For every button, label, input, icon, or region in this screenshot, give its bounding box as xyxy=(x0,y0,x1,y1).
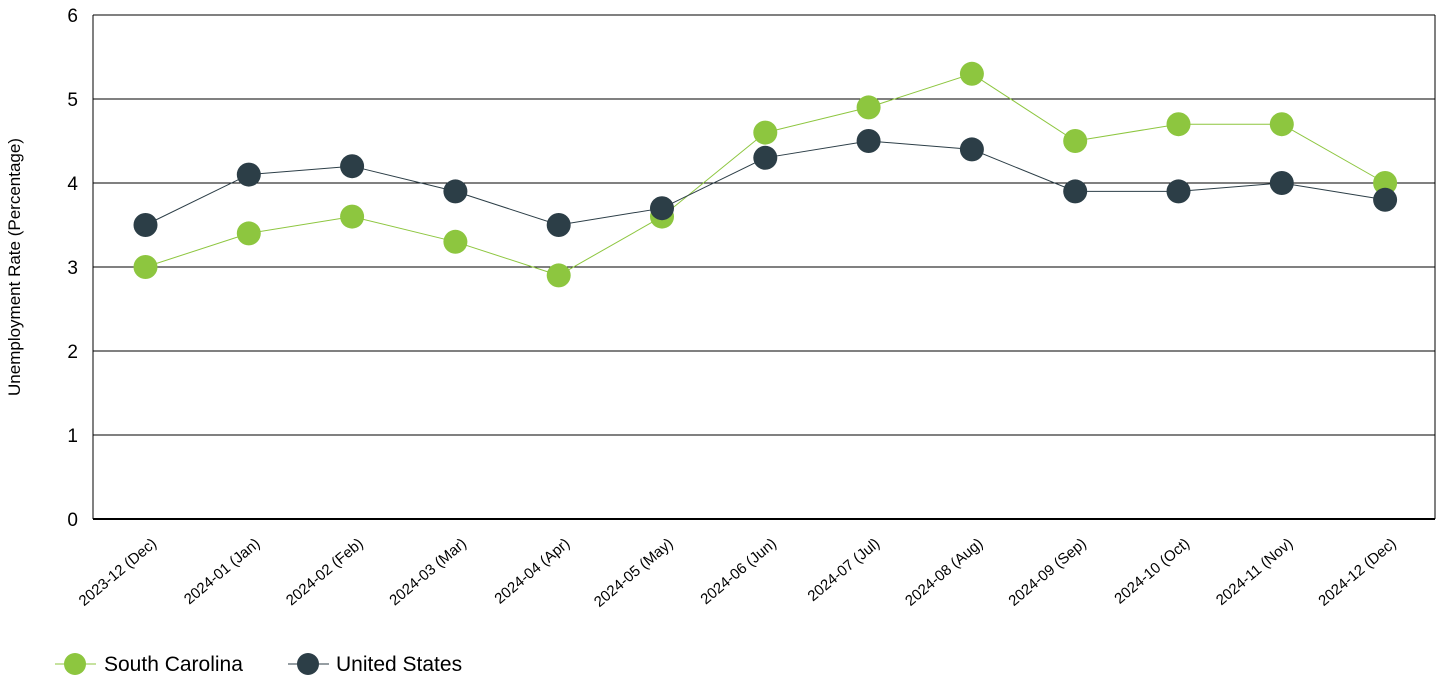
y-tick-label: 6 xyxy=(67,6,78,27)
data-point xyxy=(959,61,984,86)
data-point xyxy=(1373,171,1398,195)
legend-item-south-carolina: South Carolina xyxy=(55,653,243,676)
legend-swatch-marker xyxy=(64,653,86,675)
x-tick-label: 2024-11 (Nov) xyxy=(1213,535,1297,609)
data-point xyxy=(443,179,468,204)
x-tick-label: 2023-12 (Dec) xyxy=(76,535,160,610)
data-point xyxy=(546,213,571,237)
x-tick-label: 2024-08 (Aug) xyxy=(902,535,986,610)
x-tick-label: 2024-10 (Oct) xyxy=(1111,535,1193,608)
legend-label: United States xyxy=(336,653,462,676)
data-point xyxy=(1373,187,1398,212)
data-point xyxy=(443,229,468,254)
y-tick-label: 4 xyxy=(67,174,78,195)
y-tick-label: 5 xyxy=(67,90,78,111)
series-layer xyxy=(133,61,1398,288)
y-tick-labels: 0 1 2 3 4 5 6 xyxy=(67,6,78,531)
x-tick-label: 2024-07 (Jul) xyxy=(805,535,884,605)
data-point xyxy=(1269,171,1294,195)
data-point xyxy=(236,162,261,187)
y-tick-label: 2 xyxy=(67,342,78,363)
data-point xyxy=(856,129,881,153)
x-tick-label: 2024-04 (Apr) xyxy=(491,535,573,608)
data-point xyxy=(753,120,778,145)
data-point xyxy=(1063,179,1088,204)
legend-item-united-states: United States xyxy=(288,653,462,676)
data-point xyxy=(133,255,158,279)
data-point xyxy=(1063,129,1088,153)
legend: South Carolina United States xyxy=(55,653,462,676)
x-tick-label: 2024-09 (Sep) xyxy=(1005,535,1089,610)
series-united-states xyxy=(133,129,1398,237)
data-point xyxy=(959,137,984,162)
legend-swatch-marker xyxy=(297,653,319,675)
data-point xyxy=(1269,112,1294,137)
y-axis-title: Unemployment Rate (Percentage) xyxy=(5,138,24,396)
y-tick-label: 3 xyxy=(67,258,78,279)
x-tick-label: 2024-12 (Dec) xyxy=(1315,535,1399,610)
y-tick-label: 1 xyxy=(67,426,78,447)
x-tick-labels: 2023-12 (Dec) 2024-01 (Jan) 2024-02 (Feb) 2… xyxy=(76,535,1400,611)
data-point xyxy=(340,204,365,229)
x-tick-label: 2024-06 (Jun) xyxy=(697,535,779,608)
y-tick-label: 0 xyxy=(67,510,78,531)
gridlines xyxy=(92,14,1436,520)
data-point xyxy=(546,263,571,288)
legend-label: South Carolina xyxy=(104,653,243,676)
data-point xyxy=(236,221,261,246)
data-point xyxy=(753,145,778,170)
x-tick-label: 2024-02 (Feb) xyxy=(283,535,367,609)
x-tick-label: 2024-01 (Jan) xyxy=(181,535,263,608)
series-line xyxy=(145,73,1386,276)
data-point xyxy=(133,213,158,237)
x-tick-label: 2024-05 (May) xyxy=(591,535,677,611)
data-point xyxy=(856,95,881,120)
x-tick-label: 2024-03 (Mar) xyxy=(386,535,470,609)
data-point xyxy=(340,154,365,179)
data-point xyxy=(1166,112,1191,137)
data-point xyxy=(650,196,674,221)
series-south-carolina xyxy=(133,61,1398,288)
data-point xyxy=(1166,179,1191,204)
